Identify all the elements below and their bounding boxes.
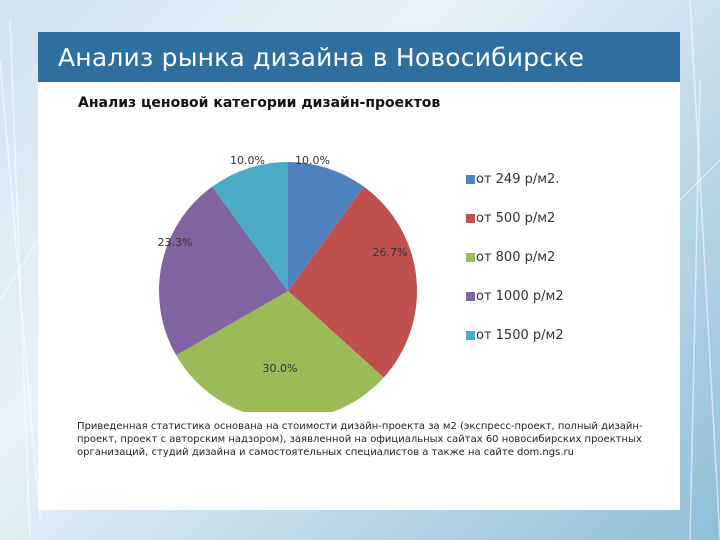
footnote: Приведенная статистика основана на стоим… (77, 421, 643, 458)
content-panel: Анализ ценовой категории дизайн-проектов… (38, 82, 680, 510)
data-label: 23.3% (158, 236, 193, 249)
pie-slice (176, 291, 384, 412)
legend-label: от 249 р/м2. (476, 172, 560, 187)
data-label: 30.0% (263, 362, 298, 375)
data-label: 10.0% (295, 154, 330, 167)
pie-slice (159, 186, 288, 356)
legend-swatch (466, 253, 475, 262)
data-label: 26.7% (373, 246, 408, 259)
legend-label: от 1000 р/м2 (476, 289, 564, 304)
pie-slice (212, 162, 288, 291)
legend-swatch (466, 175, 475, 184)
legend-swatch (466, 292, 475, 301)
pie-slice (288, 186, 417, 378)
legend-label: от 1500 р/м2 (476, 328, 564, 343)
pie-chart: 10.0% 26.7% 30.0% 23.3% 10.0% (158, 154, 417, 412)
data-label: 10.0% (230, 154, 265, 167)
legend-swatch (466, 331, 475, 340)
legend-label: от 500 р/м2 (476, 211, 556, 226)
chart-title: Анализ ценовой категории дизайн-проектов (78, 95, 441, 111)
legend-item: от 1000 р/м2 (466, 289, 564, 304)
slide-title: Анализ рынка дизайна в Новосибирске (58, 42, 585, 72)
legend-item: от 249 р/м2. (466, 172, 559, 187)
legend-item: от 800 р/м2 (466, 250, 555, 265)
legend-item: от 500 р/м2 (466, 211, 555, 226)
pie-slice (288, 162, 364, 291)
legend-swatch (466, 214, 475, 223)
title-bar: Анализ рынка дизайна в Новосибирске (38, 32, 680, 82)
legend-item: от 1500 р/м2 (466, 328, 564, 343)
legend-label: от 800 р/м2 (476, 250, 556, 265)
